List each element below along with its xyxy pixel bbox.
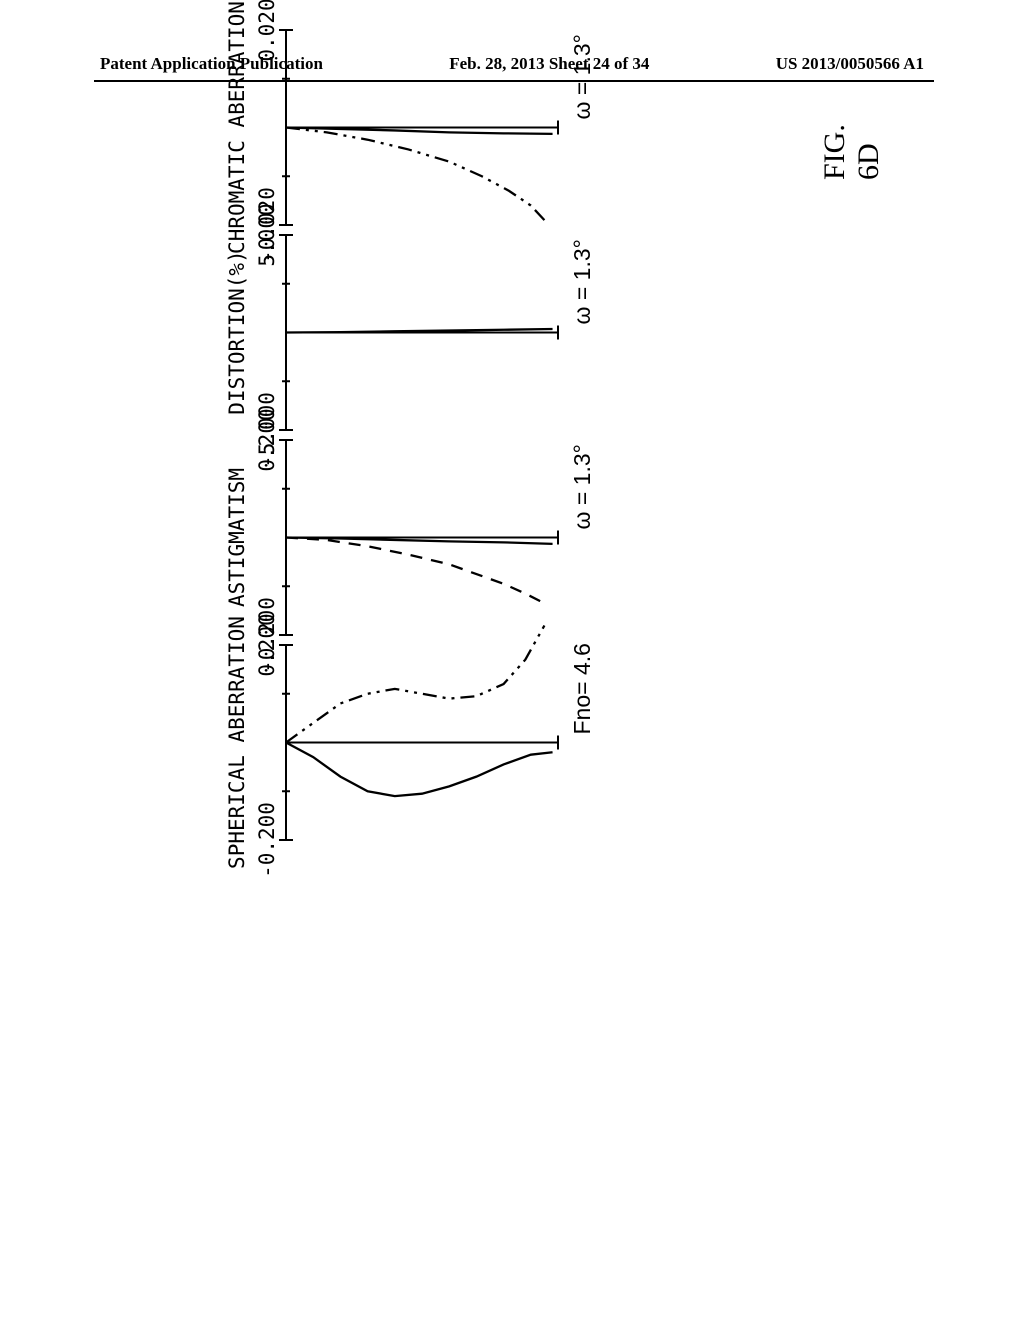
figure-label: FIG. 6D	[818, 100, 886, 180]
xtick-min: -0.200	[255, 802, 279, 878]
curve-chromatic-1	[286, 128, 544, 221]
figure-6d: FIG. 6D -0.2000.200SPHERICAL ABERRATIONF…	[108, 170, 898, 1160]
xtick-min: -0.200	[255, 597, 279, 673]
xtick-min: -5.000	[255, 392, 279, 468]
xtick-min: -0.020	[255, 187, 279, 263]
curve-spherical-0	[286, 743, 553, 797]
header-right: US 2013/0050566 A1	[776, 54, 924, 74]
xtick-max: 0.020	[255, 0, 279, 62]
panel-wrapper-chromatic: -0.020 0.020CHROMATIC ABERRATION ω = 1.3°	[178, 0, 618, 315]
axis-label: CHROMATIC ABERRATION	[225, 1, 249, 254]
panel-chromatic: -0.020 0.020CHROMATIC ABERRATION ω = 1.3°	[178, 0, 618, 315]
curve-astigmatism-1	[286, 538, 544, 604]
param-label: ω = 1.3°	[569, 34, 595, 119]
